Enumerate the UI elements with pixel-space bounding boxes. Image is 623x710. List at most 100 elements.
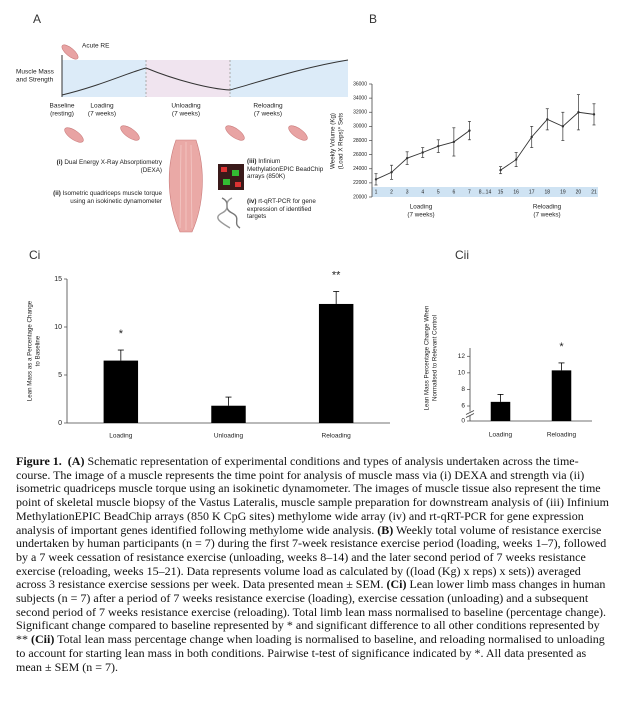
- x-tick-label: Loading: [109, 433, 133, 440]
- muscle-fibres: [179, 142, 193, 230]
- y-tick-label: 10: [458, 370, 466, 377]
- muscle-icon: [288, 125, 308, 141]
- x-tick-label: 4: [421, 189, 424, 195]
- panel-label: Ci: [29, 248, 40, 262]
- point: [592, 113, 596, 116]
- group-label: Loading: [410, 204, 433, 211]
- caption-run: Total lean mass percentage change when l…: [16, 632, 608, 674]
- trend-curve: [61, 59, 349, 96]
- panel-label: B: [369, 12, 377, 26]
- caption-run: Lean lower limb mass changes in human su…: [16, 577, 610, 647]
- y-tick-label: 22000: [353, 180, 367, 186]
- point: [499, 168, 502, 172]
- y-tick-label: 20000: [353, 194, 367, 200]
- y-tick-label: 30000: [353, 124, 367, 130]
- analysis-text: rt-qRT-PCR for gene expression of identi…: [247, 198, 316, 221]
- x-tick-label: 7: [468, 189, 471, 195]
- muscle-icon: [64, 127, 84, 143]
- y-axis-label: Normalised to Relevant Control: [432, 315, 439, 401]
- significance-mark: *: [119, 328, 124, 340]
- analysis-marker: (ii): [53, 190, 61, 197]
- caption-run: (B): [377, 522, 394, 537]
- y-tick-label: 34000: [353, 95, 367, 101]
- analysis-marker: (iv): [247, 198, 257, 205]
- phase-label: Unloading: [171, 103, 201, 110]
- point: [468, 129, 471, 132]
- y-tick-label: 12: [458, 353, 466, 360]
- bar: [551, 370, 572, 421]
- x-tick-label: 20: [576, 189, 582, 195]
- caption-run: (Cii): [31, 632, 55, 647]
- phase-sublabel: (7 weeks): [172, 111, 200, 118]
- analysis-marker: (iii): [247, 158, 257, 165]
- bar: [103, 360, 139, 423]
- y-tick-label: 36000: [353, 81, 367, 87]
- bar: [211, 405, 246, 423]
- x-tick-label: 18: [545, 189, 551, 195]
- analysis-text: Dual Energy X-Ray Absorptiometry (DEXA): [64, 159, 162, 174]
- analysis-text: Infinium MethylationEPIC BeadChip arrays…: [247, 158, 324, 181]
- spot: [235, 182, 241, 187]
- y-tick-label: 8: [461, 386, 465, 393]
- group-label: Reloading: [533, 204, 562, 211]
- axis-break-gap: [466, 411, 474, 416]
- x-tick-label: 6: [452, 189, 455, 195]
- point: [405, 156, 409, 160]
- figure-caption: Figure 1. (A) Schematic representation o…: [16, 454, 612, 674]
- x-tick-label: 17: [529, 189, 535, 195]
- caption-run: Weekly total volume of resistance exerci…: [16, 522, 610, 592]
- significance-mark: **: [332, 269, 341, 281]
- muscle-icon: [61, 44, 79, 60]
- dna-helix: [221, 197, 241, 229]
- unloading-band: [146, 60, 230, 97]
- x-tick-label: 8...14: [479, 189, 492, 195]
- x-tick-label: 5: [437, 189, 440, 195]
- analysis-note: (ii) Isometric quadriceps muscle torque …: [52, 190, 162, 205]
- x-tick-label: 16: [513, 189, 519, 195]
- dna-helix: [217, 197, 233, 229]
- bar: [490, 401, 511, 421]
- muscle-icon: [225, 125, 245, 141]
- y-tick-label: 10: [54, 324, 62, 331]
- caption-run: (Ci): [386, 577, 407, 592]
- analysis-marker: (i): [56, 159, 63, 166]
- y-tick-label: 6: [461, 403, 465, 410]
- x-tick-label: 21: [591, 189, 597, 195]
- y-tick-label: 5: [58, 372, 62, 379]
- y-label: and Strength: [16, 77, 54, 84]
- phase-label: Loading: [90, 103, 114, 110]
- x-tick-label: 19: [560, 189, 566, 195]
- y-label: Muscle Mass: [16, 69, 55, 76]
- y-axis-label: Lean Mass Percentage Change When: [424, 305, 431, 410]
- series-line: [375, 111, 595, 180]
- axis-break: [465, 413, 475, 418]
- y-tick-label: 0: [461, 418, 465, 425]
- analysis-text: Isometric quadriceps muscle torque using…: [62, 190, 162, 205]
- spot: [221, 167, 227, 172]
- x-tick-label: 3: [406, 189, 409, 195]
- analysis-note: (iv) rt-qRT-PCR for gene expression of i…: [247, 198, 325, 221]
- bar: [318, 303, 354, 423]
- x-tick-label: 1: [375, 189, 378, 195]
- phase-label: Reloading: [253, 103, 283, 110]
- y-tick-label: 24000: [353, 166, 367, 172]
- y-axis-label: (Load X Reps)* Sets: [338, 113, 345, 169]
- x-tick-label: Unloading: [214, 433, 244, 440]
- y-tick-label: 0: [58, 420, 62, 427]
- category-strip: [372, 187, 598, 197]
- y-tick-label: 32000: [353, 110, 367, 116]
- phase-sublabel: (7 weeks): [254, 111, 282, 118]
- caption-run: (A): [67, 454, 85, 468]
- analysis-note: (i) Dual Energy X-Ray Absorptiometry (DE…: [52, 159, 162, 174]
- point: [421, 151, 424, 154]
- x-tick-label: Loading: [489, 432, 513, 439]
- spot: [232, 170, 239, 176]
- x-tick-label: 2: [390, 189, 393, 195]
- significance-mark: *: [559, 341, 564, 353]
- point: [437, 144, 440, 148]
- y-tick-label: 15: [54, 276, 62, 283]
- point: [577, 111, 580, 114]
- analysis-note: (iii) Infinium MethylationEPIC BeadChip …: [247, 158, 325, 181]
